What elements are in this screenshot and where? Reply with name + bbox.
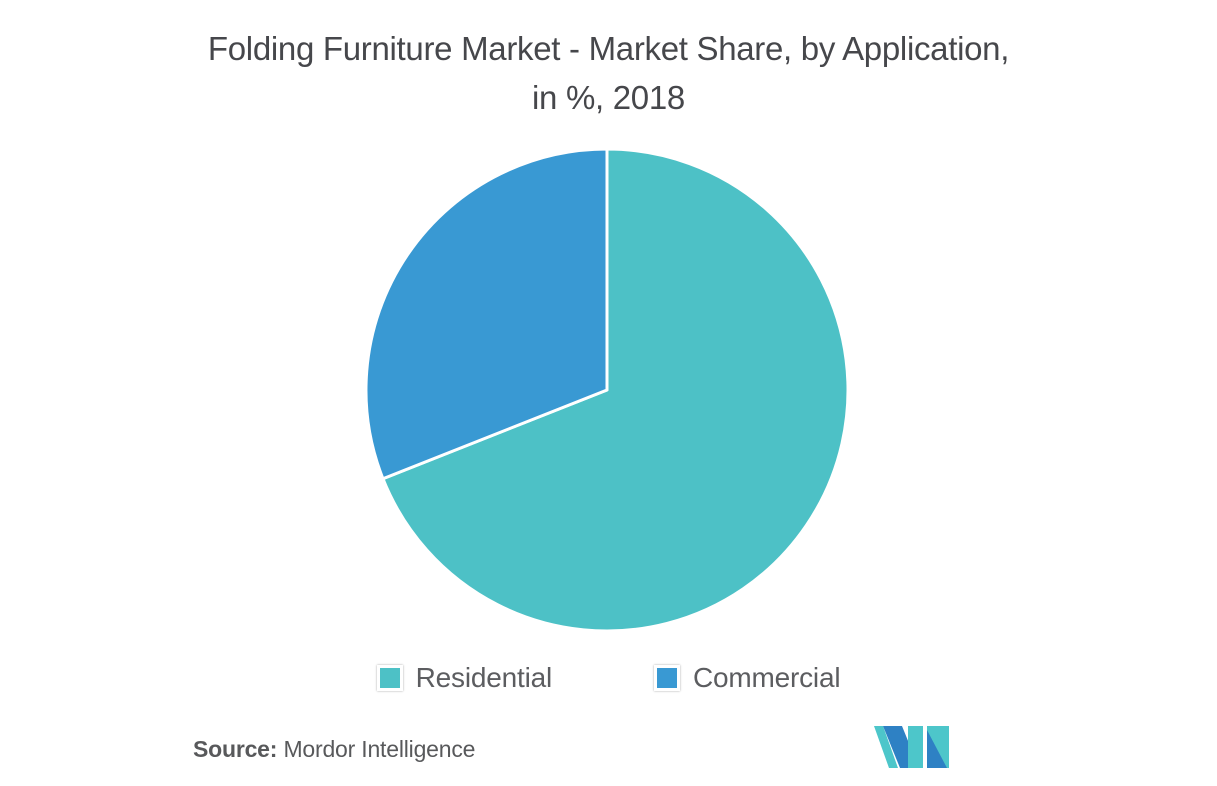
legend-item-residential: Residential	[376, 662, 553, 694]
chart-title: Folding Furniture Market - Market Share,…	[0, 24, 1217, 122]
source-prefix: Source:	[193, 736, 278, 762]
source-value: Mordor Intelligence	[283, 736, 476, 762]
logo-right-blue-triangle	[927, 730, 947, 768]
mordor-intelligence-logo	[874, 726, 949, 768]
chart-title-line2: in %, 2018	[532, 79, 685, 116]
legend-label-commercial: Commercial	[692, 662, 841, 693]
source-line: Source: Mordor Intelligence	[193, 736, 475, 763]
legend-swatch-commercial	[653, 665, 680, 691]
legend-item-commercial: Commercial	[653, 662, 841, 694]
logo-middle-teal-bar	[908, 726, 923, 768]
pie-chart	[364, 147, 850, 633]
legend-label-residential: Residential	[415, 662, 553, 693]
pie-slice-commercial	[364, 147, 609, 481]
legend: Residential Commercial	[0, 662, 1217, 694]
logo-left-teal-stroke	[874, 726, 898, 768]
pie-slice-residential	[381, 147, 850, 633]
legend-swatch-residential	[376, 665, 403, 691]
chart-title-line1: Folding Furniture Market - Market Share,…	[207, 30, 1010, 67]
